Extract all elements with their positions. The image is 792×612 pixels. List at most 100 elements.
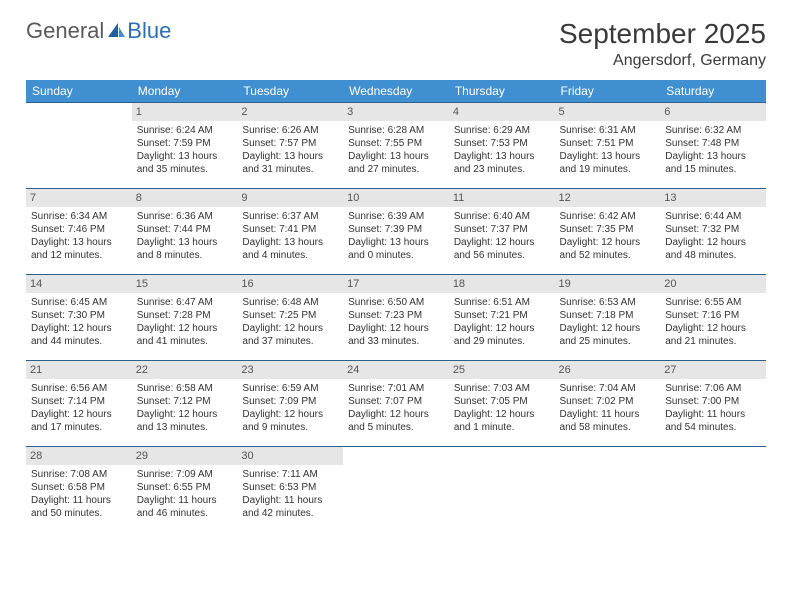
sunrise-text: Sunrise: 7:03 AM bbox=[454, 382, 550, 395]
daylight-text: Daylight: 12 hours bbox=[454, 408, 550, 421]
sunset-text: Sunset: 7:53 PM bbox=[454, 137, 550, 150]
calendar-cell: 29Sunrise: 7:09 AMSunset: 6:55 PMDayligh… bbox=[132, 447, 238, 533]
calendar-row: 1Sunrise: 6:24 AMSunset: 7:59 PMDaylight… bbox=[26, 103, 766, 189]
sunset-text: Sunset: 7:00 PM bbox=[665, 395, 761, 408]
daylight-text: Daylight: 13 hours bbox=[242, 150, 338, 163]
sunrise-text: Sunrise: 6:31 AM bbox=[560, 124, 656, 137]
sunrise-text: Sunrise: 6:58 AM bbox=[137, 382, 233, 395]
daylight-text: Daylight: 12 hours bbox=[31, 408, 127, 421]
sunset-text: Sunset: 7:35 PM bbox=[560, 223, 656, 236]
calendar-cell: 21 Sunrise: 6:56 AMSunset: 7:14 PMDayligh… bbox=[26, 361, 132, 447]
calendar-row: 7Sunrise: 6:34 AMSunset: 7:46 PMDaylight… bbox=[26, 189, 766, 275]
daylight-text: and 25 minutes. bbox=[560, 335, 656, 348]
day-number: 19 bbox=[555, 275, 661, 293]
day-number: 20 bbox=[660, 275, 766, 293]
day-number: 11 bbox=[449, 189, 555, 207]
calendar-cell: 4Sunrise: 6:29 AMSunset: 7:53 PMDaylight… bbox=[449, 103, 555, 189]
calendar-cell bbox=[26, 103, 132, 189]
calendar-cell: 30Sunrise: 7:11 AMSunset: 6:53 PMDayligh… bbox=[237, 447, 343, 533]
sunset-text: Sunset: 7:46 PM bbox=[31, 223, 127, 236]
daylight-text: Daylight: 12 hours bbox=[137, 408, 233, 421]
sunrise-text: Sunrise: 6:44 AM bbox=[665, 210, 761, 223]
sunset-text: Sunset: 7:05 PM bbox=[454, 395, 550, 408]
day-number: 28 bbox=[26, 447, 132, 465]
calendar-cell: 18Sunrise: 6:51 AMSunset: 7:21 PMDayligh… bbox=[449, 275, 555, 361]
daylight-text: and 46 minutes. bbox=[137, 507, 233, 520]
sunset-text: Sunset: 7:44 PM bbox=[137, 223, 233, 236]
daylight-text: Daylight: 12 hours bbox=[560, 322, 656, 335]
daylight-text: and 56 minutes. bbox=[454, 249, 550, 262]
calendar-cell: 16Sunrise: 6:48 AMSunset: 7:25 PMDayligh… bbox=[237, 275, 343, 361]
sunset-text: Sunset: 7:23 PM bbox=[348, 309, 444, 322]
daylight-text: and 44 minutes. bbox=[31, 335, 127, 348]
daylight-text: Daylight: 13 hours bbox=[242, 236, 338, 249]
sunset-text: Sunset: 7:51 PM bbox=[560, 137, 656, 150]
daylight-text: and 41 minutes. bbox=[137, 335, 233, 348]
day-number: 10 bbox=[343, 189, 449, 207]
daylight-text: Daylight: 13 hours bbox=[560, 150, 656, 163]
calendar-cell: 26Sunrise: 7:04 AMSunset: 7:02 PMDayligh… bbox=[555, 361, 661, 447]
day-number: 17 bbox=[343, 275, 449, 293]
sunrise-text: Sunrise: 6:53 AM bbox=[560, 296, 656, 309]
daylight-text: and 35 minutes. bbox=[137, 163, 233, 176]
daylight-text: and 50 minutes. bbox=[31, 507, 127, 520]
day-number: 22 bbox=[132, 361, 238, 379]
calendar-cell: 13Sunrise: 6:44 AMSunset: 7:32 PMDayligh… bbox=[660, 189, 766, 275]
day-header: Tuesday bbox=[237, 80, 343, 103]
sunrise-text: Sunrise: 6:36 AM bbox=[137, 210, 233, 223]
daylight-text: Daylight: 13 hours bbox=[348, 236, 444, 249]
calendar-cell: 17 Sunrise: 6:50 AMSunset: 7:23 PMDayligh… bbox=[343, 275, 449, 361]
daylight-text: Daylight: 12 hours bbox=[348, 322, 444, 335]
daylight-text: Daylight: 13 hours bbox=[31, 236, 127, 249]
day-number: 21 bbox=[26, 361, 132, 379]
sunrise-text: Sunrise: 6:50 AM bbox=[348, 296, 444, 309]
daylight-text: Daylight: 11 hours bbox=[31, 494, 127, 507]
day-header: Monday bbox=[132, 80, 238, 103]
daylight-text: and 58 minutes. bbox=[560, 421, 656, 434]
daylight-text: Daylight: 12 hours bbox=[137, 322, 233, 335]
sunrise-text: Sunrise: 6:47 AM bbox=[137, 296, 233, 309]
daylight-text: and 33 minutes. bbox=[348, 335, 444, 348]
daylight-text: and 29 minutes. bbox=[454, 335, 550, 348]
daylight-text: and 19 minutes. bbox=[560, 163, 656, 176]
daylight-text: Daylight: 13 hours bbox=[137, 236, 233, 249]
logo-text-general: General bbox=[26, 18, 104, 44]
daylight-text: and 27 minutes. bbox=[348, 163, 444, 176]
location-subtitle: Angersdorf, Germany bbox=[559, 52, 766, 70]
day-number: 4 bbox=[449, 103, 555, 121]
day-number: 16 bbox=[237, 275, 343, 293]
day-header: Thursday bbox=[449, 80, 555, 103]
sunrise-text: Sunrise: 6:59 AM bbox=[242, 382, 338, 395]
sunrise-text: Sunrise: 6:55 AM bbox=[665, 296, 761, 309]
sunrise-text: Sunrise: 6:48 AM bbox=[242, 296, 338, 309]
calendar-cell: 14Sunrise: 6:45 AMSunset: 7:30 PMDayligh… bbox=[26, 275, 132, 361]
sunrise-text: Sunrise: 7:01 AM bbox=[348, 382, 444, 395]
day-number: 29 bbox=[132, 447, 238, 465]
calendar-cell: 8Sunrise: 6:36 AMSunset: 7:44 PMDaylight… bbox=[132, 189, 238, 275]
calendar-cell: 25 Sunrise: 7:03 AMSunset: 7:05 PMDayligh… bbox=[449, 361, 555, 447]
day-number: 6 bbox=[660, 103, 766, 121]
daylight-text: and 23 minutes. bbox=[454, 163, 550, 176]
calendar-table: Sunday Monday Tuesday Wednesday Thursday… bbox=[26, 80, 766, 533]
sunset-text: Sunset: 7:57 PM bbox=[242, 137, 338, 150]
sunrise-text: Sunrise: 6:56 AM bbox=[31, 382, 127, 395]
day-header: Friday bbox=[555, 80, 661, 103]
day-number: 30 bbox=[237, 447, 343, 465]
daylight-text: and 37 minutes. bbox=[242, 335, 338, 348]
sunset-text: Sunset: 7:16 PM bbox=[665, 309, 761, 322]
sunrise-text: Sunrise: 6:24 AM bbox=[137, 124, 233, 137]
sunrise-text: Sunrise: 7:06 AM bbox=[665, 382, 761, 395]
daylight-text: and 8 minutes. bbox=[137, 249, 233, 262]
sunset-text: Sunset: 7:14 PM bbox=[31, 395, 127, 408]
calendar-cell bbox=[449, 447, 555, 533]
daylight-text: and 52 minutes. bbox=[560, 249, 656, 262]
calendar-body: 1Sunrise: 6:24 AMSunset: 7:59 PMDaylight… bbox=[26, 103, 766, 533]
daylight-text: Daylight: 11 hours bbox=[137, 494, 233, 507]
sunrise-text: Sunrise: 7:11 AM bbox=[242, 468, 338, 481]
sunset-text: Sunset: 6:53 PM bbox=[242, 481, 338, 494]
calendar-cell: 19Sunrise: 6:53 AMSunset: 7:18 PMDayligh… bbox=[555, 275, 661, 361]
day-number: 25 bbox=[449, 361, 555, 379]
calendar-cell: 27Sunrise: 7:06 AMSunset: 7:00 PMDayligh… bbox=[660, 361, 766, 447]
sunset-text: Sunset: 6:58 PM bbox=[31, 481, 127, 494]
calendar-cell: 3Sunrise: 6:28 AMSunset: 7:55 PMDaylight… bbox=[343, 103, 449, 189]
